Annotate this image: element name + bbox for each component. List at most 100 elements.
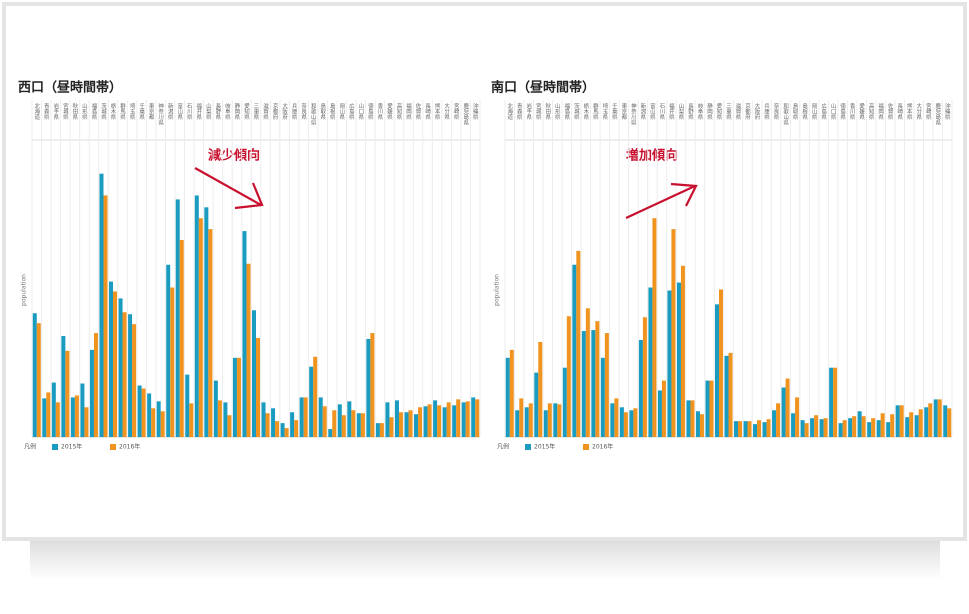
- category-label: 石川県: [658, 103, 665, 121]
- category-label: 秋田県: [71, 102, 78, 121]
- bar: [695, 411, 700, 437]
- category-label: 茨城県: [100, 102, 107, 121]
- bar: [452, 405, 457, 437]
- bar: [461, 402, 466, 437]
- bar: [322, 406, 327, 437]
- bar: [804, 423, 809, 437]
- bar: [591, 330, 596, 437]
- bar: [394, 400, 399, 437]
- bar: [829, 367, 834, 437]
- category-label: 山口県: [830, 102, 837, 121]
- bar: [271, 408, 276, 437]
- annotation: 増加傾向: [626, 148, 678, 164]
- bar: [385, 402, 390, 437]
- bar: [629, 410, 634, 437]
- bar: [547, 403, 552, 437]
- bar: [332, 410, 337, 437]
- category-label: 島根県: [801, 102, 808, 121]
- bar: [610, 403, 615, 437]
- arrow-head: [234, 182, 264, 210]
- chart-title: 南口（昼時間帯）: [491, 80, 595, 96]
- category-label: 徳島県: [839, 102, 846, 121]
- bar: [151, 408, 156, 437]
- bar: [515, 410, 520, 437]
- bar: [642, 317, 647, 437]
- bar: [166, 264, 171, 437]
- category-label: 福島県: [90, 102, 97, 121]
- category-label: 東京都: [620, 102, 627, 121]
- bar: [566, 316, 571, 437]
- legend-title: 凡例: [497, 443, 509, 451]
- category-label: 大分県: [443, 102, 450, 121]
- bar: [113, 291, 118, 437]
- category-label: 愛知県: [243, 102, 250, 121]
- bar: [838, 423, 843, 437]
- bar: [638, 339, 643, 437]
- category-label: 埼玉県: [601, 102, 608, 121]
- category-label: 青森県: [43, 102, 50, 121]
- bar: [275, 421, 280, 437]
- bar: [147, 393, 152, 437]
- bar: [572, 264, 577, 437]
- category-label: 栃木県: [582, 102, 589, 121]
- bar: [557, 404, 562, 437]
- bar: [947, 408, 952, 437]
- bar: [553, 403, 558, 437]
- category-label: 福井県: [668, 102, 675, 121]
- bar: [109, 281, 114, 437]
- category-label: 山梨県: [205, 102, 212, 121]
- bar: [423, 406, 428, 437]
- category-label: 石川県: [186, 103, 193, 121]
- category-label: 千葉県: [138, 102, 145, 121]
- bar: [776, 403, 781, 437]
- bar: [375, 423, 380, 437]
- category-label: 三重県: [253, 103, 260, 121]
- category-label: 大阪府: [754, 102, 761, 121]
- category-label: 佐賀県: [887, 102, 894, 121]
- category-label: 群馬県: [592, 102, 599, 121]
- bar: [170, 287, 175, 437]
- category-label: 京都府: [272, 102, 279, 121]
- category-label: 岩手県: [525, 102, 532, 121]
- bar: [299, 397, 304, 437]
- category-label: 愛媛県: [386, 102, 393, 121]
- bar: [781, 387, 786, 437]
- bar: [70, 397, 75, 437]
- bar: [657, 390, 662, 437]
- category-label: 長崎県: [896, 103, 903, 121]
- bar: [198, 218, 203, 437]
- bar: [633, 408, 638, 437]
- bar: [204, 207, 209, 437]
- bar: [876, 420, 881, 437]
- annotation: 減少傾向: [208, 148, 260, 164]
- bar: [437, 405, 442, 437]
- bar: [318, 397, 323, 437]
- category-label: 福岡県: [877, 102, 884, 121]
- category-label: 山口県: [357, 102, 364, 121]
- bar: [103, 195, 108, 437]
- bar: [800, 420, 805, 437]
- bar: [99, 173, 104, 437]
- category-label: 滋賀県: [262, 102, 269, 121]
- category-label: 新潟県: [167, 102, 174, 121]
- category-label: 青森県: [516, 102, 523, 121]
- bar: [55, 402, 60, 437]
- bar: [46, 392, 51, 437]
- bar: [753, 424, 758, 437]
- category-label: 長野県: [214, 103, 221, 121]
- shadow: [30, 540, 940, 580]
- bar: [356, 413, 361, 437]
- bar: [524, 407, 529, 437]
- bar: [924, 407, 929, 437]
- category-label: 熊本県: [906, 102, 913, 121]
- category-label: 奈良県: [773, 102, 780, 121]
- bar: [208, 229, 213, 437]
- arrows: [194, 167, 698, 219]
- bar: [690, 400, 695, 437]
- bar: [132, 324, 137, 437]
- bar: [175, 199, 180, 437]
- bar: [676, 282, 681, 437]
- category-label: 愛媛県: [858, 102, 865, 121]
- legend-label: 2015年: [534, 443, 555, 451]
- bar: [852, 416, 857, 437]
